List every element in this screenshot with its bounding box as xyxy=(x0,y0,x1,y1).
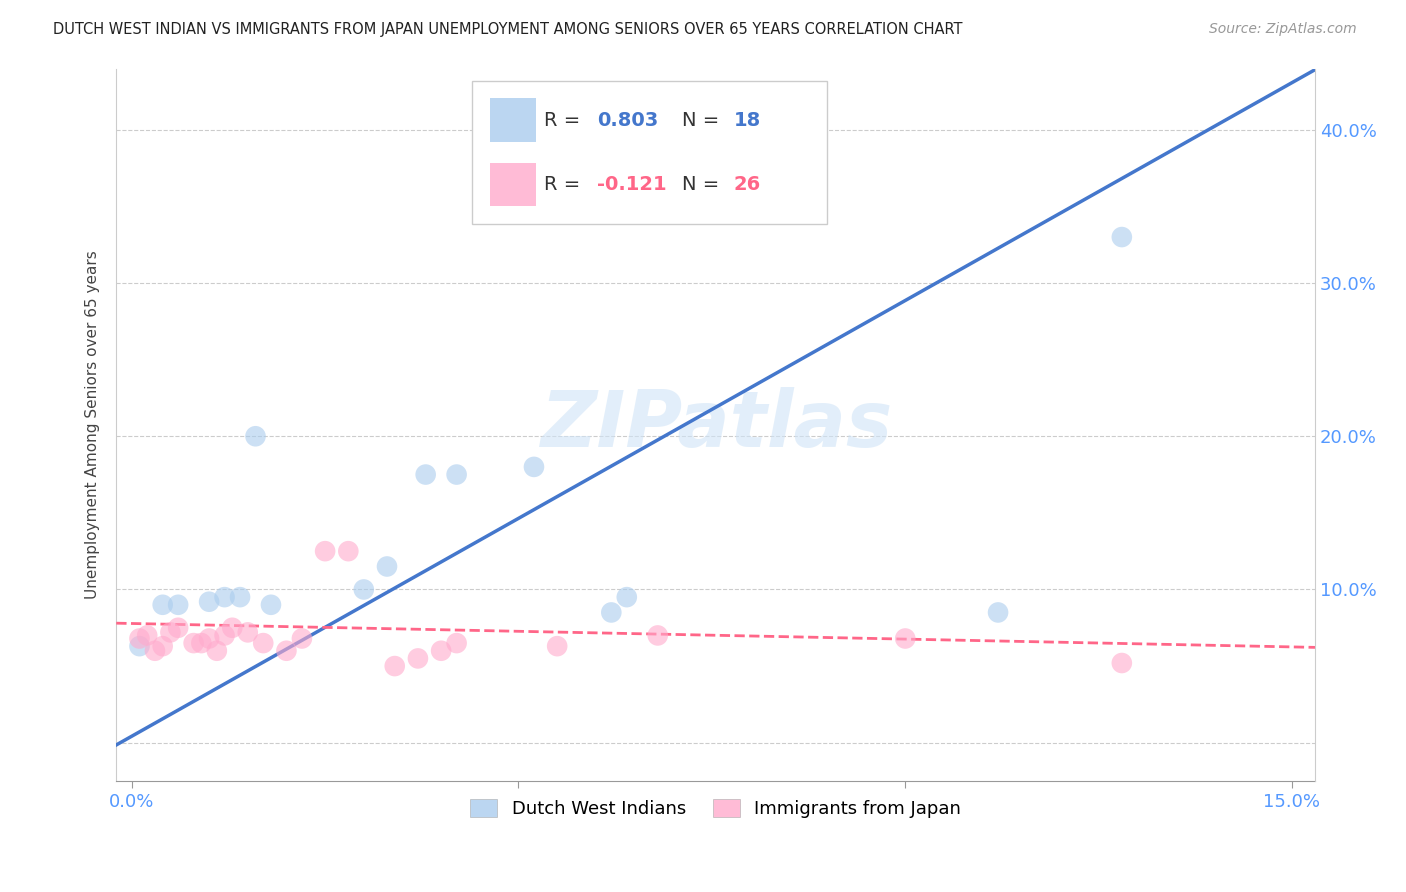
Point xyxy=(221,621,243,635)
FancyBboxPatch shape xyxy=(491,162,536,206)
Point xyxy=(128,632,150,646)
Point xyxy=(214,628,236,642)
Point xyxy=(523,459,546,474)
Point xyxy=(1111,230,1133,244)
Text: R =: R = xyxy=(544,111,586,130)
Text: N =: N = xyxy=(682,111,725,130)
Text: ZIPatlas: ZIPatlas xyxy=(540,387,891,463)
Point xyxy=(430,644,453,658)
Point xyxy=(205,644,228,658)
Text: -0.121: -0.121 xyxy=(598,175,666,194)
FancyBboxPatch shape xyxy=(472,80,827,224)
Text: 0.803: 0.803 xyxy=(598,111,658,130)
Point xyxy=(236,625,259,640)
Text: R =: R = xyxy=(544,175,586,194)
Point xyxy=(128,639,150,653)
Point xyxy=(291,632,314,646)
Point xyxy=(314,544,336,558)
Point xyxy=(546,639,568,653)
Point xyxy=(406,651,429,665)
Point xyxy=(198,632,221,646)
Point xyxy=(778,184,800,198)
Text: N =: N = xyxy=(682,175,725,194)
Point xyxy=(198,595,221,609)
Point xyxy=(894,632,917,646)
FancyBboxPatch shape xyxy=(491,98,536,142)
Point xyxy=(384,659,406,673)
Point xyxy=(167,621,190,635)
Point xyxy=(190,636,212,650)
Point xyxy=(353,582,375,597)
Point xyxy=(276,644,298,658)
Point xyxy=(375,559,398,574)
Text: 26: 26 xyxy=(734,175,761,194)
Point xyxy=(337,544,360,558)
Point xyxy=(647,628,669,642)
Point xyxy=(229,590,252,604)
Point xyxy=(446,636,468,650)
Legend: Dutch West Indians, Immigrants from Japan: Dutch West Indians, Immigrants from Japa… xyxy=(463,792,969,825)
Point xyxy=(987,606,1010,620)
Text: 18: 18 xyxy=(734,111,761,130)
Point xyxy=(415,467,437,482)
Point xyxy=(152,639,174,653)
Y-axis label: Unemployment Among Seniors over 65 years: Unemployment Among Seniors over 65 years xyxy=(86,251,100,599)
Point xyxy=(183,636,205,650)
Point xyxy=(446,467,468,482)
Text: DUTCH WEST INDIAN VS IMMIGRANTS FROM JAPAN UNEMPLOYMENT AMONG SENIORS OVER 65 YE: DUTCH WEST INDIAN VS IMMIGRANTS FROM JAP… xyxy=(53,22,963,37)
Point xyxy=(1111,656,1133,670)
Point xyxy=(616,590,638,604)
Point xyxy=(260,598,283,612)
Text: Source: ZipAtlas.com: Source: ZipAtlas.com xyxy=(1209,22,1357,37)
Point xyxy=(600,606,623,620)
Point xyxy=(136,628,159,642)
Point xyxy=(252,636,274,650)
Point xyxy=(159,625,181,640)
Point xyxy=(214,590,236,604)
Point xyxy=(143,644,166,658)
Point xyxy=(167,598,190,612)
Point xyxy=(152,598,174,612)
Point xyxy=(245,429,267,443)
